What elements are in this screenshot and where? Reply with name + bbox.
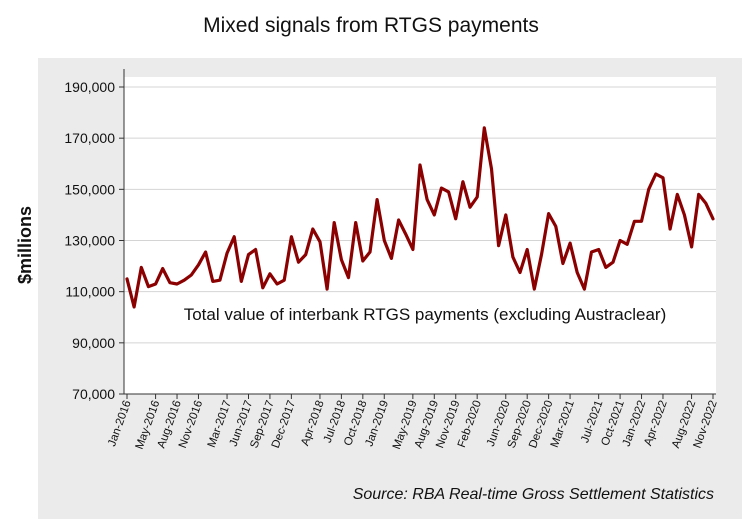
y-tick-label: 170,000 <box>64 130 115 146</box>
chart-annotation: Total value of interbank RTGS payments (… <box>184 305 667 324</box>
y-tick-label: 70,000 <box>72 386 115 402</box>
y-tick-label: 190,000 <box>64 79 115 95</box>
y-axis: 70,000 90,000 110,000 130,000 150,000 170,000… <box>64 69 125 402</box>
y-tick-label: 110,000 <box>65 284 115 300</box>
chart-source: Source: RBA Real-time Gross Settlement S… <box>352 486 714 503</box>
y-tick-label: 150,000 <box>64 181 115 197</box>
series-line <box>125 126 715 309</box>
y-axis-label: $millions <box>15 206 35 284</box>
chart-title: Mixed signals from RTGS payments <box>203 14 539 37</box>
y-tick-label: 130,000 <box>64 233 115 249</box>
gridlines <box>124 86 716 344</box>
y-tick-label: 90,000 <box>72 335 115 351</box>
plot-area <box>124 77 716 394</box>
